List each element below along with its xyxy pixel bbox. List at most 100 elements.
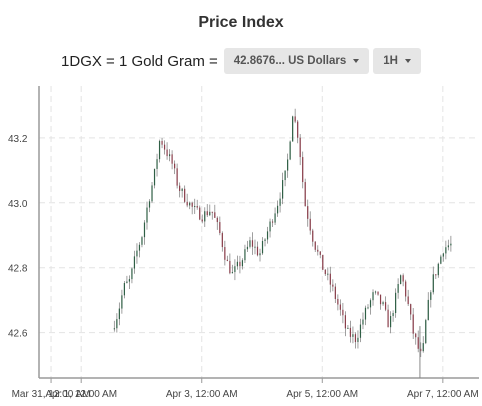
candle-body [194, 206, 196, 208]
candle-body [161, 140, 163, 145]
candle-body [251, 240, 254, 247]
candle-body [148, 201, 151, 208]
candle-body [430, 292, 432, 300]
interval-dropdown[interactable]: 1H [373, 48, 421, 74]
candle-body [282, 180, 284, 199]
candle-body [369, 300, 372, 308]
candle-body [179, 185, 181, 191]
candle-body [329, 273, 331, 285]
candle-body [324, 269, 326, 275]
candle-body [221, 233, 223, 248]
candle-body [143, 222, 146, 238]
candle-body [317, 249, 319, 252]
candle-body [382, 302, 384, 305]
x-tick-label: Apr 7, 12:00 AM [407, 389, 479, 400]
candle-body [392, 313, 394, 317]
candle-body [445, 247, 447, 254]
candle-body [211, 211, 213, 213]
candle-body [359, 324, 362, 338]
chevron-down-icon [404, 59, 411, 63]
candle-body [307, 206, 309, 219]
candle-body [229, 260, 231, 274]
candle-body [141, 237, 143, 245]
candle-body [279, 198, 281, 206]
candle-body [216, 217, 218, 223]
candle-body [299, 137, 301, 158]
candle-body [327, 273, 329, 275]
candle-body [231, 272, 233, 274]
currency-dropdown[interactable]: 42.8676... US Dollars [223, 48, 370, 74]
y-tick-label: 43.2 [8, 134, 28, 145]
candle-body [312, 230, 314, 242]
candle-body [372, 292, 374, 301]
candle-body [209, 211, 211, 216]
y-tick-label: 42.8 [8, 264, 28, 275]
candle-body [219, 222, 221, 234]
currency-dropdown-label: 42.8676... US Dollars [233, 55, 347, 67]
candle-body [133, 256, 136, 269]
candle-body [246, 246, 249, 250]
candle-body [287, 159, 289, 171]
candle-body [184, 188, 186, 202]
candle-body [389, 316, 392, 328]
candle-body [422, 343, 424, 352]
candle-body [400, 275, 402, 285]
candle-body [357, 337, 359, 343]
candle-body [151, 185, 153, 202]
y-tick-label: 42.6 [8, 329, 28, 340]
candle-body [171, 154, 173, 164]
candle-body [128, 279, 131, 282]
candle-body [274, 213, 276, 223]
candle-body [412, 314, 414, 334]
candle-body [276, 205, 279, 214]
candle-body [189, 202, 191, 206]
candle-body [437, 263, 439, 276]
candle-body [236, 261, 239, 267]
candle-body [256, 246, 259, 256]
candle-body [427, 299, 429, 321]
candle-body [123, 283, 125, 296]
candle-body [131, 268, 133, 280]
candle-body [362, 319, 364, 325]
candle-body [118, 308, 120, 320]
candle-body [226, 259, 228, 261]
candle-body [442, 253, 444, 257]
price-controls: 1DGX = 1 Gold Gram = 42.8676... US Dolla… [0, 48, 482, 74]
candle-body [158, 140, 161, 160]
candle-body [322, 254, 324, 270]
candle-body [447, 245, 449, 248]
candle-body [176, 168, 178, 186]
candle-body [352, 334, 354, 337]
candle-body [402, 275, 404, 282]
candle-body [206, 211, 208, 216]
candle-body [377, 291, 379, 295]
candle-body [344, 315, 346, 329]
candle-body [181, 188, 183, 191]
candle-body [410, 304, 412, 315]
candle-body [234, 266, 236, 273]
candle-body [425, 320, 427, 344]
candle-body [334, 286, 336, 299]
candle-body [349, 327, 352, 337]
candle-body [113, 328, 115, 330]
candle-body [168, 154, 171, 157]
candle-body [138, 244, 141, 251]
candle-body [405, 281, 407, 297]
candle-body [153, 168, 156, 186]
candle-body [337, 298, 339, 305]
candle-body [261, 240, 264, 254]
candle-body [342, 309, 344, 316]
candle-body [297, 121, 299, 138]
candle-body [435, 274, 437, 276]
candle-body [239, 261, 241, 267]
candle-body [204, 211, 206, 222]
candle-body [319, 251, 321, 255]
candle-body [259, 253, 261, 256]
candle-body [397, 284, 399, 293]
candle-body [440, 256, 442, 264]
candle-body [201, 219, 203, 222]
candle-body [121, 295, 123, 309]
candle-body [367, 307, 369, 309]
candle-body [417, 337, 419, 349]
candle-body [249, 240, 251, 247]
